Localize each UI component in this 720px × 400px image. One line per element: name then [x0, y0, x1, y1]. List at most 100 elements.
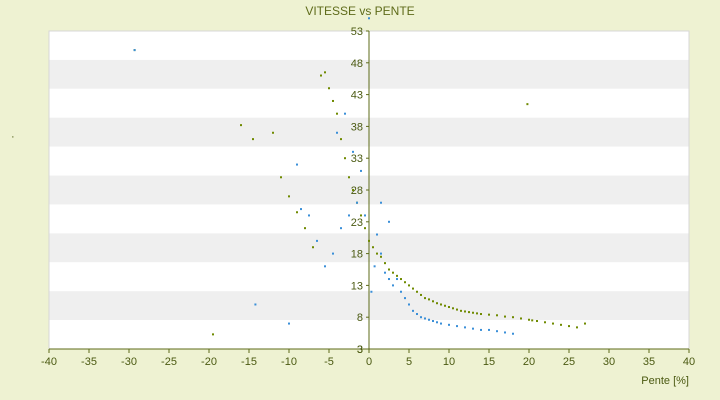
data-point: [328, 87, 330, 90]
data-point: [512, 332, 514, 335]
data-point: [464, 326, 466, 329]
data-point: [400, 278, 402, 281]
data-point: [312, 246, 314, 249]
data-point: [408, 284, 410, 287]
y-tick-label: 38: [351, 121, 363, 133]
data-point: [496, 330, 498, 333]
data-point: [376, 233, 378, 236]
data-point: [476, 312, 478, 315]
y-tick-label: 3: [357, 344, 363, 356]
data-point: [368, 17, 370, 20]
data-point: [512, 316, 514, 319]
data-point: [526, 103, 529, 106]
data-point: [472, 311, 474, 314]
data-point: [552, 322, 554, 325]
data-point: [404, 281, 406, 284]
data-point: [380, 255, 382, 258]
x-tick-label: 35: [643, 356, 655, 368]
data-point: [384, 262, 386, 265]
data-point: [352, 189, 354, 191]
data-point: [452, 307, 454, 310]
data-point: [296, 211, 298, 214]
data-point: [272, 131, 274, 134]
stray-mark: ·: [11, 131, 15, 143]
data-point: [384, 271, 386, 274]
data-point: [444, 304, 446, 307]
data-point: [568, 325, 570, 328]
data-point: [396, 274, 398, 277]
data-point: [504, 315, 506, 318]
x-axis-label: Pente [%]: [641, 375, 689, 387]
data-point: [412, 287, 414, 290]
x-tick-label: -40: [41, 356, 57, 368]
x-tick-label: -15: [241, 356, 257, 368]
data-point: [356, 201, 358, 204]
data-point: [212, 333, 214, 336]
data-point: [520, 317, 522, 320]
x-tick-label: -20: [201, 356, 217, 368]
data-point: [404, 297, 406, 300]
chart-title: VITESSE vs PENTE: [305, 4, 414, 18]
data-point: [360, 214, 362, 217]
y-tick-label: 43: [351, 90, 363, 102]
data-point: [388, 220, 390, 223]
data-point: [416, 313, 418, 316]
data-point: [288, 195, 290, 198]
data-point: [364, 214, 366, 217]
data-point: [448, 306, 450, 309]
data-point: [373, 265, 376, 268]
x-tick-label: -30: [121, 356, 137, 368]
data-point: [352, 150, 354, 153]
data-point: [348, 214, 350, 217]
data-point: [304, 227, 306, 230]
data-point: [480, 328, 482, 331]
x-tick-label: 40: [683, 356, 695, 368]
data-point: [424, 297, 426, 300]
x-tick-label: -35: [81, 356, 97, 368]
data-points: [133, 17, 586, 336]
data-point: [240, 124, 242, 127]
x-tick-label: 25: [563, 356, 575, 368]
data-point: [336, 112, 338, 115]
data-point: [412, 309, 414, 312]
data-point: [420, 316, 422, 319]
y-tick-label: 3: [357, 344, 363, 356]
data-point: [531, 319, 534, 322]
data-point: [360, 169, 362, 172]
data-point: [388, 278, 390, 281]
x-tick-label: -5: [324, 356, 334, 368]
data-point: [392, 284, 394, 287]
data-point: [380, 201, 382, 204]
data-point: [536, 320, 538, 323]
y-tick-label: 13: [351, 280, 363, 292]
data-point: [436, 302, 438, 305]
data-point: [316, 239, 318, 242]
data-point: [252, 138, 254, 141]
x-tick-label: 20: [523, 356, 535, 368]
data-point: [504, 331, 506, 334]
data-point: [332, 99, 334, 102]
x-tick-label: 10: [443, 356, 455, 368]
data-point: [488, 313, 490, 316]
data-point: [468, 311, 470, 314]
data-point: [324, 71, 326, 74]
data-point: [296, 163, 298, 166]
x-tick-label: 5: [406, 356, 412, 368]
x-tick-label: -25: [161, 356, 177, 368]
y-tick-label: 53: [351, 26, 363, 38]
data-point: [440, 303, 442, 306]
data-point: [428, 318, 430, 321]
data-point: [254, 303, 257, 306]
data-point: [480, 313, 482, 316]
x-tick-label: -10: [281, 356, 297, 368]
axes: -40 -35 -30 -25 -20 -15 -10 -5 0 5 10 15 20 25 30 35 40 3…: [41, 26, 695, 368]
data-point: [332, 252, 334, 255]
data-point: [392, 271, 394, 274]
data-point: [364, 227, 366, 230]
data-point: [300, 208, 302, 211]
data-point: [280, 176, 282, 179]
data-point: [488, 328, 490, 331]
data-point: [472, 327, 474, 330]
y-tick-label: 48: [351, 58, 363, 70]
data-point: [340, 138, 342, 141]
